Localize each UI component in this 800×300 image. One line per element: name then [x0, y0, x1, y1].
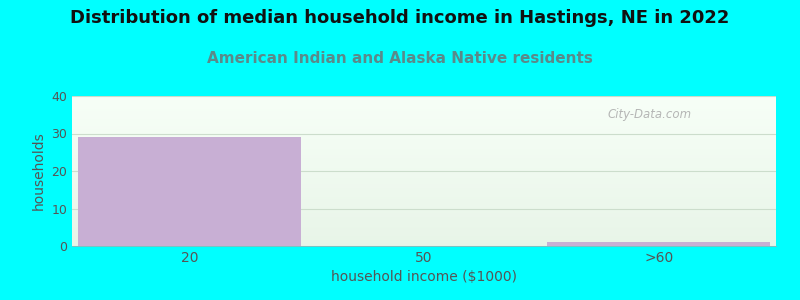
- Y-axis label: households: households: [32, 132, 46, 210]
- Text: City-Data.com: City-Data.com: [607, 108, 691, 121]
- Bar: [78, 137, 301, 246]
- Text: American Indian and Alaska Native residents: American Indian and Alaska Native reside…: [207, 51, 593, 66]
- Bar: [547, 242, 770, 246]
- Text: Distribution of median household income in Hastings, NE in 2022: Distribution of median household income …: [70, 9, 730, 27]
- X-axis label: household income ($1000): household income ($1000): [331, 270, 517, 284]
